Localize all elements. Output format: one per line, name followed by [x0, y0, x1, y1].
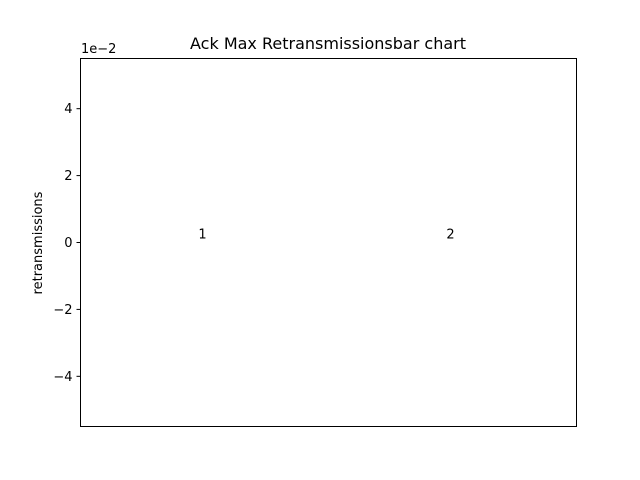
bar-data-label: 2: [446, 228, 454, 243]
y-tick-label: −2: [53, 303, 72, 318]
bar-data-label: 1: [198, 228, 206, 243]
y-axis-label: retransmissions: [31, 191, 46, 294]
y-tick-label: 0: [64, 236, 72, 251]
y-tick-label: −4: [53, 370, 72, 385]
y-tick-label: 2: [64, 169, 72, 184]
y-tick-label: 4: [64, 102, 72, 117]
chart-title: Ack Max Retransmissionsbar chart: [190, 34, 466, 53]
y-axis-offset-label: 1e−2: [81, 42, 116, 57]
y-axis-ticks: −4 −2 0 2 4: [53, 102, 81, 385]
plot-area-frame: [80, 58, 577, 427]
